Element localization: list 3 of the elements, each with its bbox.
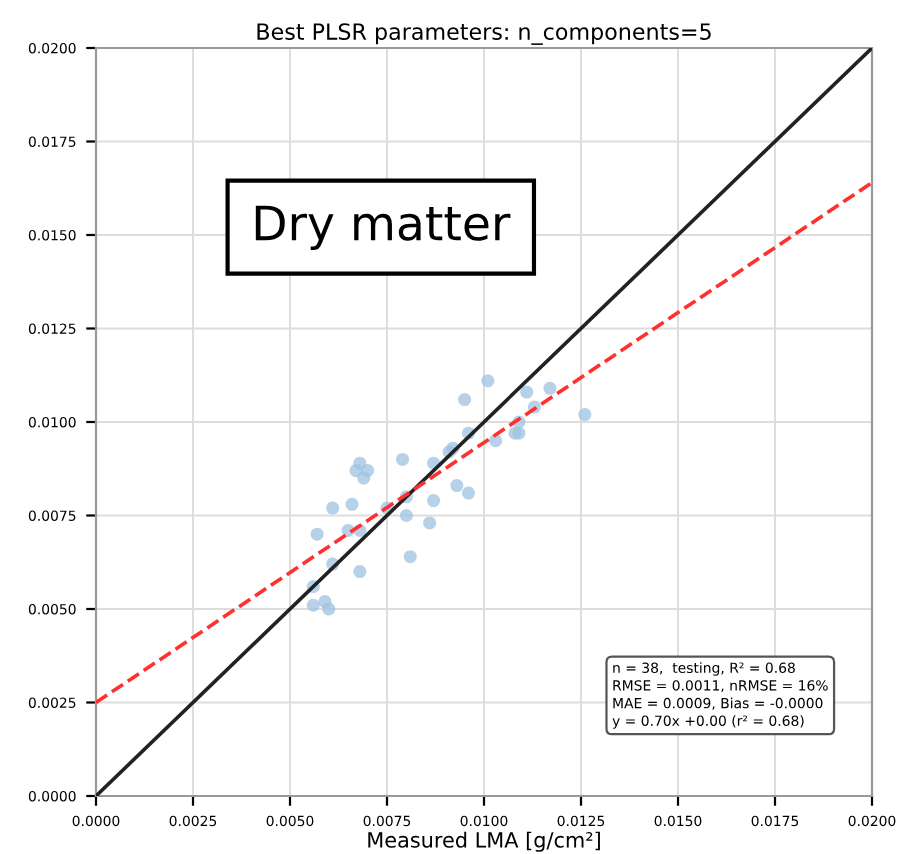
- annotation: Dry matter: [255, 205, 511, 250]
- chart-title: Best PLSR parameters: n_components=5: [257, 23, 711, 45]
- x-axis-title: Measured LMA [g/cm²]: [368, 831, 600, 852]
